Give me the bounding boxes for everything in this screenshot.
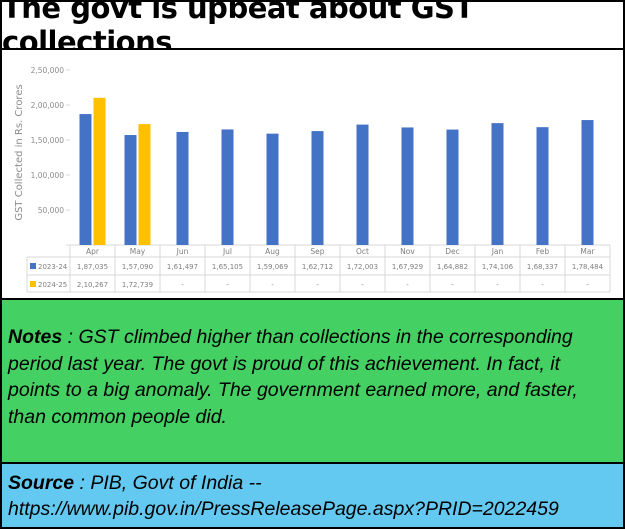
notes-text: : GST climbed higher than collections in…	[8, 326, 578, 428]
bar-2023-24-sep	[311, 131, 324, 245]
legend-label: 2023-24	[38, 263, 68, 271]
y-tick-label: 1,50,000	[31, 136, 65, 145]
table-cell-value: 1,65,105	[212, 263, 243, 271]
notes-panel: Notes : GST climbed higher than collecti…	[2, 298, 623, 464]
bar-2023-24-jan	[491, 123, 504, 245]
source-label: Source	[8, 472, 75, 494]
bar-2023-24-feb	[536, 127, 549, 245]
table-cell-value: -	[226, 281, 229, 289]
chart-area: 50,000 1,00,000 1,50,000 2,00,000 2,50,000 GS…	[2, 50, 623, 298]
table-cell-value: -	[541, 281, 544, 289]
x-category-label: Aug	[265, 247, 280, 256]
bar-2023-24-nov	[401, 127, 414, 245]
table-cell-value: 2,10,267	[77, 281, 108, 289]
source-panel: Source : PIB, Govt of India -- https://ww…	[2, 464, 623, 527]
table-cell-value: -	[271, 281, 274, 289]
table-cell-value: 1,67,929	[392, 263, 423, 271]
source-text: : PIB, Govt of India --	[74, 472, 262, 494]
x-category-label: May	[130, 247, 146, 256]
x-category-label: Dec	[445, 247, 460, 256]
table-cell-value: -	[406, 281, 409, 289]
source-paragraph: Source : PIB, Govt of India -- https://ww…	[8, 470, 617, 522]
bar-2023-24-dec	[446, 129, 459, 245]
y-tick-label: 2,00,000	[31, 101, 65, 110]
title-banner: The govt is upbeat about GST collections	[2, 0, 623, 59]
table-cell-value: 1,61,497	[167, 263, 198, 271]
bar-2023-24-may	[124, 135, 137, 245]
x-category-label: Mar	[580, 247, 595, 256]
table-cell-value: 1,59,069	[257, 263, 288, 271]
table-cell-value: 1,64,882	[437, 263, 468, 271]
table-cell-value: 1,78,484	[572, 263, 604, 271]
table-cell-value: 1,72,739	[122, 281, 153, 289]
notes-paragraph: Notes : GST climbed higher than collecti…	[8, 324, 613, 430]
bar-2023-24-aug	[266, 133, 279, 245]
notes-label: Notes	[8, 326, 63, 348]
table-cell-value: -	[451, 281, 454, 289]
x-category-label: Feb	[536, 247, 550, 256]
bar-2024-25-apr	[93, 97, 106, 245]
y-tick-label: 50,000	[38, 206, 64, 215]
x-category-label: Apr	[86, 247, 100, 256]
legend-swatch-2023-24	[30, 263, 36, 269]
x-category-label: Jun	[176, 247, 189, 256]
x-category-label: Oct	[356, 247, 369, 256]
legend-label: 2024-25	[38, 281, 67, 289]
bar-2023-24-jun	[176, 131, 189, 245]
x-category-label: Sep	[310, 247, 324, 256]
bar-2023-24-mar	[581, 120, 594, 245]
table-cell-value: 1,87,035	[77, 263, 108, 271]
y-tick-label: 1,00,000	[31, 171, 65, 180]
table-cell-value: 1,68,337	[527, 263, 558, 271]
table-cell-value: -	[586, 281, 589, 289]
x-category-label: Jul	[222, 247, 232, 256]
page-title: The govt is upbeat about GST collections	[2, 0, 474, 59]
table-cell-value: 1,62,712	[302, 263, 333, 271]
x-category-label: Nov	[400, 247, 415, 256]
bar-2023-24-jul	[221, 129, 234, 245]
legend-swatch-2024-25	[30, 281, 36, 287]
table-cell-value: -	[316, 281, 319, 289]
x-category-label: Jan	[491, 247, 504, 256]
table-cell-value: 1,57,090	[122, 263, 153, 271]
bar-2023-24-apr	[79, 114, 92, 245]
gst-bar-chart: 50,000 1,00,000 1,50,000 2,00,000 2,50,000 GS…	[14, 66, 611, 293]
y-tick-label: 2,50,000	[31, 66, 65, 75]
table-cell-value: -	[361, 281, 364, 289]
table-cell-value: -	[496, 281, 499, 289]
table-cell-value: 1,72,003	[347, 263, 378, 271]
bar-2024-25-may	[138, 124, 151, 245]
table-cell-value: -	[181, 281, 184, 289]
source-url[interactable]: https://www.pib.gov.in/PressReleasePage.…	[8, 498, 559, 520]
table-cell-value: 1,74,106	[482, 263, 514, 271]
y-axis-title: GST Collected in Rs. Crores	[14, 84, 25, 220]
bar-2023-24-oct	[356, 124, 369, 245]
